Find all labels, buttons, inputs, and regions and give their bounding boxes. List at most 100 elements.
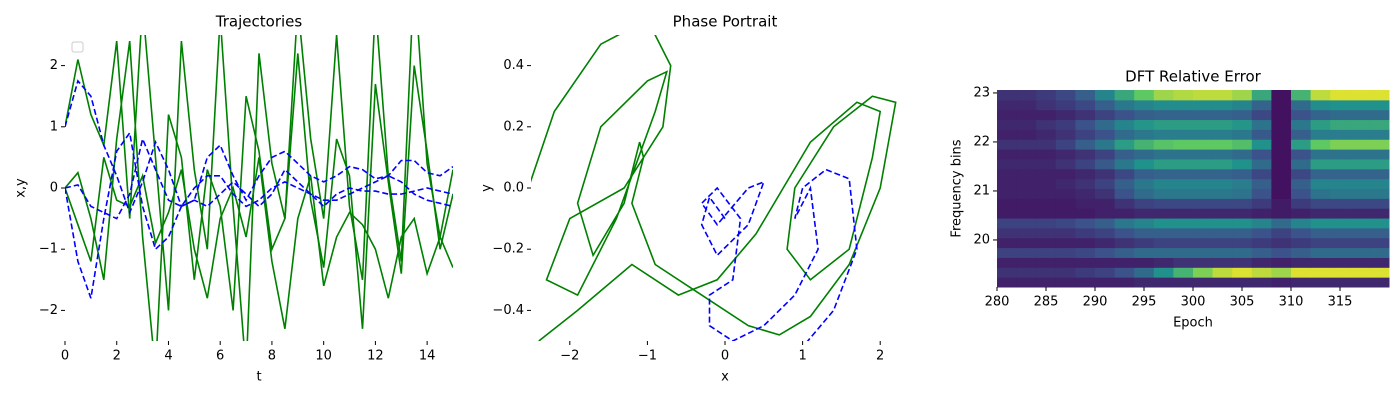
series-line bbox=[531, 35, 897, 341]
heatmap-cell bbox=[1271, 158, 1292, 170]
heatmap-cell bbox=[1271, 247, 1292, 258]
heatmap-cell bbox=[1271, 188, 1292, 199]
heatmap-cell bbox=[1271, 277, 1292, 288]
heatmap-cell bbox=[1330, 227, 1351, 239]
heatmap-cell bbox=[1134, 178, 1155, 189]
heatmap-cell bbox=[1369, 158, 1390, 170]
heatmap-cell bbox=[1134, 99, 1155, 111]
heatmap-cell bbox=[1173, 129, 1194, 140]
heatmap-cell bbox=[1036, 188, 1057, 199]
heatmap-cell bbox=[1036, 139, 1057, 150]
series-line bbox=[65, 136, 453, 220]
heatmap-cell bbox=[1134, 208, 1155, 219]
heatmap-cell bbox=[1173, 99, 1194, 111]
heatmap-cell bbox=[1055, 129, 1076, 140]
heatmap-cell bbox=[1232, 188, 1253, 199]
y-tick-label: −1 bbox=[39, 242, 58, 257]
heatmap-cell bbox=[1330, 90, 1351, 101]
heatmap-cell bbox=[1232, 277, 1253, 288]
heatmap-cell bbox=[1173, 267, 1194, 278]
heatmap-cell bbox=[1036, 109, 1057, 121]
heatmap-cell bbox=[1134, 257, 1155, 268]
heatmap-cell bbox=[1055, 99, 1076, 111]
heatmap-cell bbox=[1369, 149, 1390, 160]
heatmap-cell bbox=[1310, 109, 1331, 121]
heatmap-cell bbox=[1251, 99, 1272, 111]
heatmap-cell bbox=[1134, 119, 1155, 130]
heatmap-cell bbox=[1271, 208, 1292, 219]
y-tick-label: 1 bbox=[50, 119, 58, 134]
heatmap-cell bbox=[1212, 149, 1233, 160]
heatmap-cell bbox=[1310, 158, 1331, 170]
heatmap-cell bbox=[1369, 139, 1390, 150]
heatmap-cell bbox=[1055, 257, 1076, 268]
heatmap-cell bbox=[1114, 237, 1135, 249]
heatmap-cell bbox=[1036, 158, 1057, 170]
heatmap-cell bbox=[1271, 168, 1292, 180]
series-line bbox=[65, 35, 453, 341]
heatmap-cell bbox=[1075, 109, 1096, 121]
heatmap-cell bbox=[1310, 188, 1331, 199]
heatmap-cell bbox=[1251, 119, 1272, 130]
heatmap-cell bbox=[1232, 129, 1253, 140]
x-tick-label: 1 bbox=[798, 349, 806, 364]
heatmap-cell bbox=[1251, 158, 1272, 170]
heatmap-cell bbox=[1173, 109, 1194, 121]
heatmap-cell bbox=[1075, 129, 1096, 140]
heatmap-cell bbox=[1114, 267, 1135, 278]
heatmap-cell bbox=[1251, 257, 1272, 268]
heatmap-cell bbox=[1271, 149, 1292, 160]
heatmap-cell bbox=[1232, 208, 1253, 219]
x-tick-label: 2 bbox=[876, 349, 884, 364]
heatmap-cell bbox=[1271, 267, 1292, 278]
heatmap-cell bbox=[1291, 257, 1312, 268]
heatmap-cell bbox=[1114, 227, 1135, 239]
heatmap-cell bbox=[1114, 119, 1135, 130]
heatmap-cell bbox=[1036, 218, 1057, 229]
heatmap-cell bbox=[1349, 257, 1370, 268]
heatmap-cell bbox=[1330, 257, 1351, 268]
heatmap-cell bbox=[1330, 247, 1351, 258]
heatmap-cell bbox=[1153, 119, 1174, 130]
heatmap-cell bbox=[1330, 218, 1351, 229]
heatmap-cell bbox=[1173, 277, 1194, 288]
heatmap-cell bbox=[1232, 90, 1253, 101]
heatmap-cell bbox=[1114, 139, 1135, 150]
y-tick-label: 0 bbox=[50, 181, 58, 196]
heatmap-cell bbox=[1251, 168, 1272, 180]
heatmap-cell bbox=[1173, 198, 1194, 209]
heatmap-cell bbox=[1173, 178, 1194, 189]
heatmap-cell bbox=[1095, 149, 1116, 160]
heatmap-cell bbox=[1212, 168, 1233, 180]
heatmap-cell bbox=[997, 139, 1018, 150]
heatmap-cell bbox=[1291, 149, 1312, 160]
heatmap-cell bbox=[1232, 99, 1253, 111]
heatmap-cell bbox=[1310, 99, 1331, 111]
heatmap-cell bbox=[1114, 208, 1135, 219]
heatmap-cell bbox=[1349, 198, 1370, 209]
heatmap-cell bbox=[1114, 277, 1135, 288]
x-tick-label: 12 bbox=[367, 349, 384, 364]
heatmap-cell bbox=[1016, 198, 1037, 209]
heatmap-cell bbox=[1232, 109, 1253, 121]
heatmap-cell bbox=[1055, 139, 1076, 150]
x-tick-label: 0 bbox=[721, 349, 729, 364]
heatmap-cell bbox=[1251, 277, 1272, 288]
heatmap-cell bbox=[1075, 168, 1096, 180]
heatmap-cell bbox=[1193, 109, 1214, 121]
heatmap-cell bbox=[1153, 178, 1174, 189]
heatmap-cell bbox=[1271, 198, 1292, 209]
heatmap-cell bbox=[1016, 119, 1037, 130]
heatmap-cell bbox=[1055, 149, 1076, 160]
heatmap-cell bbox=[1232, 198, 1253, 209]
heatmap-cell bbox=[1075, 119, 1096, 130]
heatmap-cell bbox=[1055, 188, 1076, 199]
heatmap-cell bbox=[1036, 149, 1057, 160]
x-tick-label: 300 bbox=[1181, 295, 1206, 310]
x-tick-label: 295 bbox=[1132, 295, 1157, 310]
heatmap-cell bbox=[1016, 188, 1037, 199]
heatmap-cell bbox=[1016, 227, 1037, 239]
y-tick-label: 22 bbox=[973, 134, 990, 149]
heatmap-cell bbox=[1212, 188, 1233, 199]
